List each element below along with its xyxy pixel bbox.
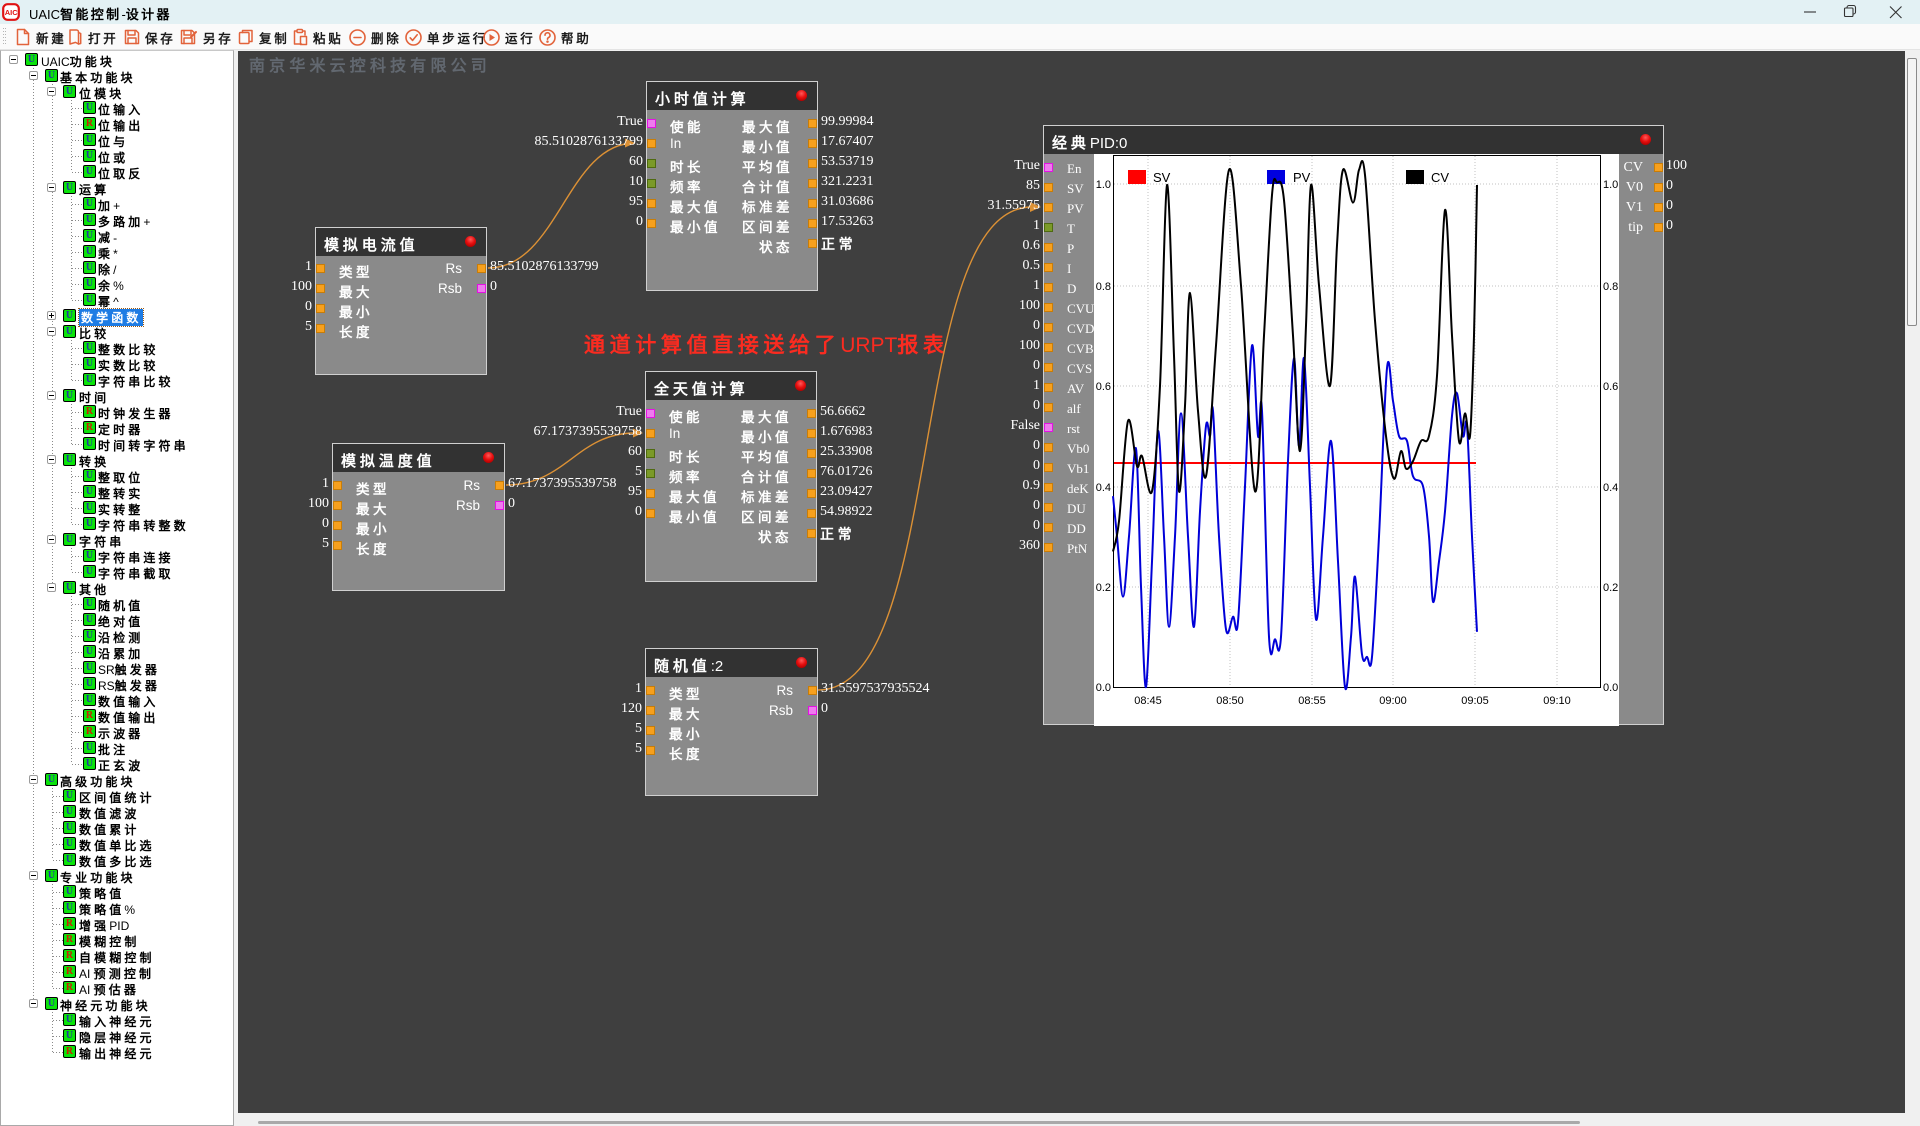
svg-text:0.0: 0.0 [1096,682,1111,694]
svg-text:09:10: 09:10 [1543,695,1571,707]
svg-text:0.4: 0.4 [1096,482,1111,494]
svg-text:09:00: 09:00 [1379,695,1407,707]
svg-text:CV: CV [1431,170,1449,185]
svg-text:09:05: 09:05 [1461,695,1489,707]
svg-text:SV: SV [1153,170,1171,185]
svg-text:0.4: 0.4 [1603,482,1618,494]
svg-text:0.6: 0.6 [1603,381,1618,393]
svg-text:08:50: 08:50 [1216,695,1244,707]
svg-text:1.0: 1.0 [1096,179,1111,191]
svg-text:PV: PV [1293,170,1311,185]
svg-text:0.2: 0.2 [1603,582,1618,594]
svg-text:AIC: AIC [5,8,19,17]
svg-text:0.2: 0.2 [1096,582,1111,594]
svg-text:0.8: 0.8 [1603,281,1618,293]
svg-text:0.0: 0.0 [1603,682,1618,694]
svg-text:08:55: 08:55 [1298,695,1326,707]
svg-text:1.0: 1.0 [1603,179,1618,191]
svg-text:08:45: 08:45 [1134,695,1162,707]
svg-text:0.6: 0.6 [1096,381,1111,393]
svg-text:0.8: 0.8 [1096,281,1111,293]
